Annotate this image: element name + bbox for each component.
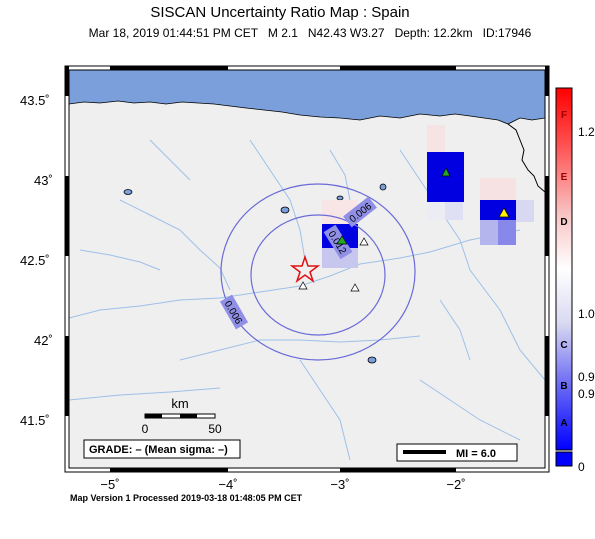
uncertainty-grid <box>322 125 534 268</box>
svg-text:0: 0 <box>578 460 585 474</box>
svg-text:42.5˚: 42.5˚ <box>20 253 50 268</box>
stations[interactable] <box>298 167 510 292</box>
svg-text:0: 0 <box>142 422 149 436</box>
svg-text:0.9: 0.9 <box>578 387 595 401</box>
svg-text:42˚: 42˚ <box>34 333 53 348</box>
svg-text:43˚: 43˚ <box>34 173 53 188</box>
map-footer: Map Version 1 Processed 2019-03-18 01:48… <box>70 493 303 503</box>
colorbar: F E D C B A 1.2 1.0 0.9 0.9 0 <box>555 87 595 474</box>
svg-text:MI = 6.0: MI = 6.0 <box>456 448 496 460</box>
grade-box: GRADE: – (Mean sigma: –) <box>83 439 241 459</box>
mi-legend: MI = 6.0 <box>396 443 518 462</box>
svg-text:1.0: 1.0 <box>578 307 595 321</box>
land <box>69 70 545 468</box>
svg-text:−2˚: −2˚ <box>446 477 465 492</box>
colorbar-values: 1.2 1.0 0.9 0.9 0 <box>578 125 595 474</box>
svg-text:C: C <box>560 340 567 351</box>
station-triangle-icon <box>498 207 510 218</box>
svg-text:−3˚: −3˚ <box>330 477 349 492</box>
svg-text:E: E <box>561 172 568 183</box>
colorbar-letters: F E D C B A <box>560 110 567 429</box>
map-area[interactable]: 0.006 0.012 0.006 km <box>69 70 545 468</box>
contours <box>220 183 416 361</box>
svg-text:43.5˚: 43.5˚ <box>20 93 50 108</box>
svg-text:41.5˚: 41.5˚ <box>20 413 50 428</box>
svg-text:−5˚: −5˚ <box>100 477 119 492</box>
lon-tick-labels: −5˚ −4˚ −3˚ −2˚ <box>100 477 465 492</box>
map-title: SISCAN Uncertainty Ratio Map : Spain <box>150 4 410 21</box>
svg-text:F: F <box>561 110 567 121</box>
svg-text:1.2: 1.2 <box>578 125 595 139</box>
map-subtitle: Mar 18, 2019 01:44:51 PM CET M 2.1 N42.4… <box>88 26 532 40</box>
sea <box>69 70 545 125</box>
svg-text:GRADE: – (Mean sigma: –): GRADE: – (Mean sigma: –) <box>89 444 228 456</box>
svg-text:0.9: 0.9 <box>578 370 595 384</box>
station-triangle-icon <box>298 281 308 290</box>
svg-text:km: km <box>171 396 188 411</box>
svg-text:50: 50 <box>208 422 222 436</box>
station-triangle-icon <box>441 167 451 177</box>
map-frame <box>64 65 550 473</box>
border-line <box>507 123 545 193</box>
station-triangle-icon <box>359 237 369 246</box>
scale-bar: km 0 50 <box>142 396 222 436</box>
svg-text:A: A <box>560 418 567 429</box>
svg-text:B: B <box>560 381 567 392</box>
epicenter-star-icon[interactable] <box>289 254 321 284</box>
svg-text:D: D <box>560 217 567 228</box>
station-triangle-icon <box>350 283 360 292</box>
station-triangle-icon <box>336 235 348 245</box>
lat-tick-labels: 43.5˚ 43˚ 42.5˚ 42˚ 41.5˚ <box>20 93 53 428</box>
svg-text:−4˚: −4˚ <box>218 477 237 492</box>
lakes <box>123 183 387 364</box>
